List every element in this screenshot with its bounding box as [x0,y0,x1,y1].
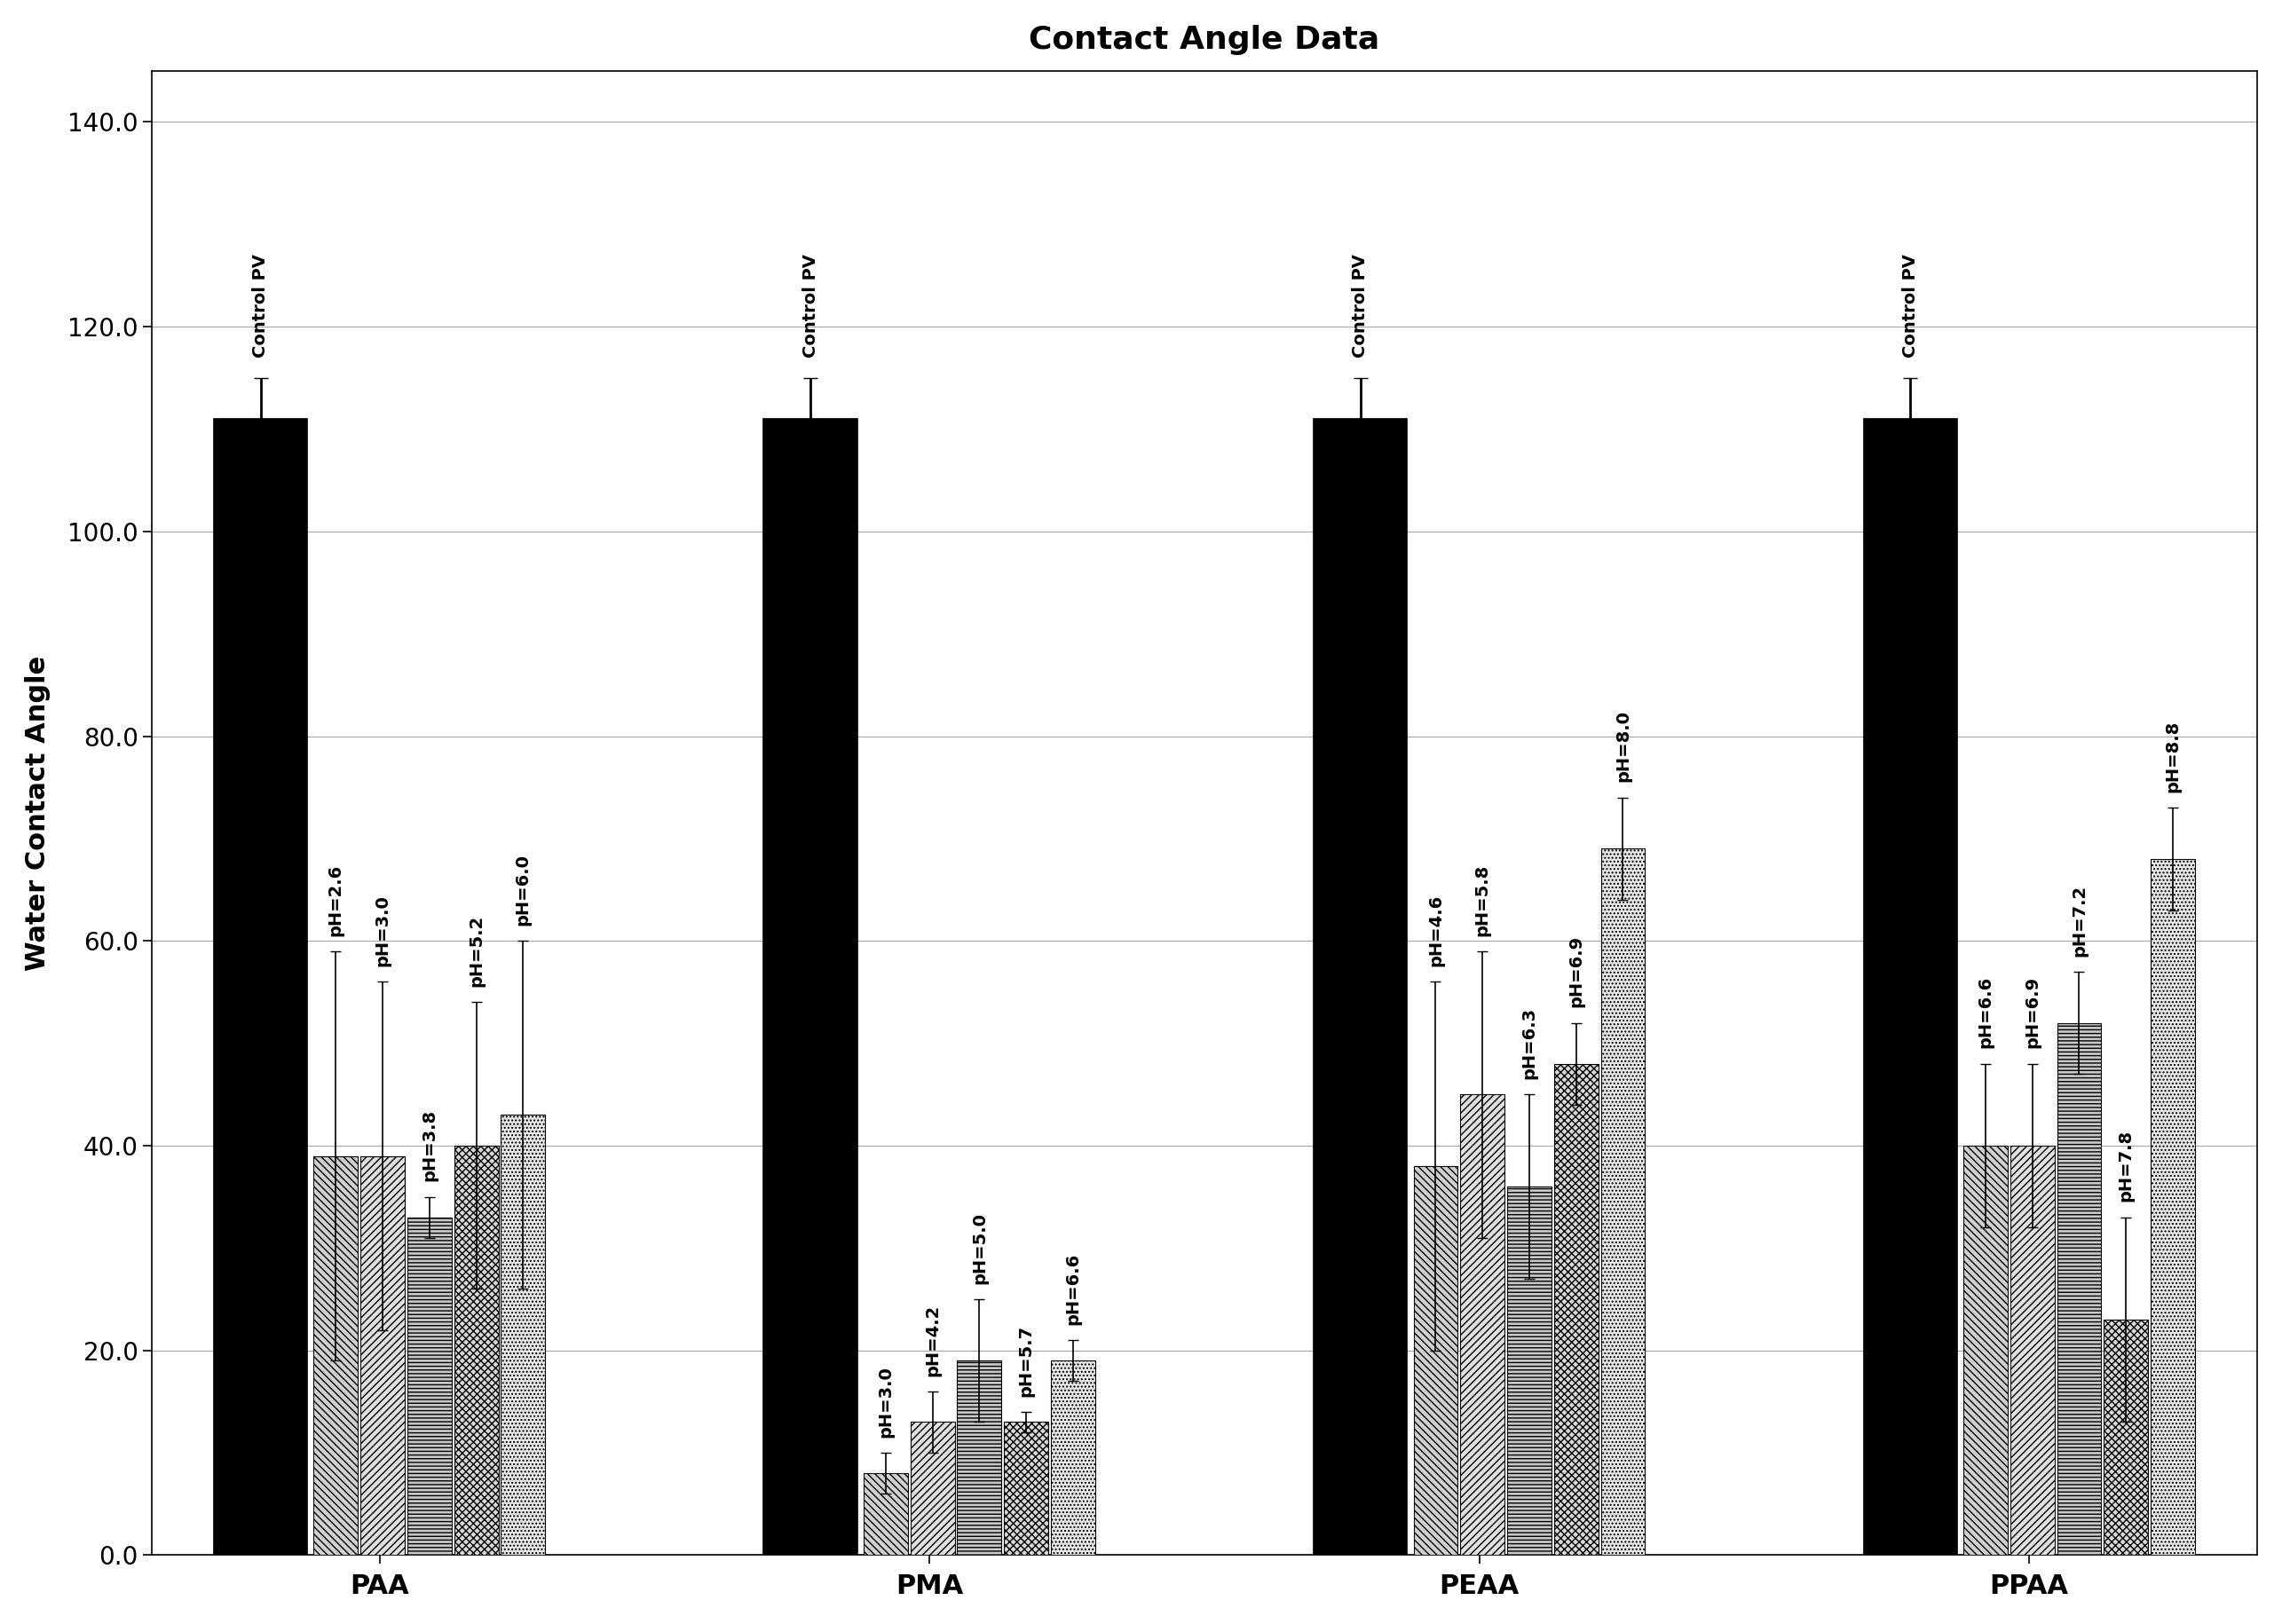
Text: pH=6.9: pH=6.9 [2024,976,2040,1049]
Bar [911,1423,954,1556]
Bar [408,1218,452,1556]
Text: pH=7.8: pH=7.8 [2118,1130,2134,1202]
Text: pH=5.0: pH=5.0 [970,1212,988,1285]
Text: pH=8.8: pH=8.8 [2163,721,2182,793]
Bar [361,1156,404,1556]
Bar [1963,1145,2008,1556]
Title: Contact Angle Data: Contact Angle Data [1029,24,1381,55]
Text: pH=6.0: pH=6.0 [516,854,532,926]
Text: pH=3.0: pH=3.0 [374,895,390,966]
Bar [2056,1023,2102,1556]
Bar [1864,419,1958,1556]
Bar [1314,419,1408,1556]
Bar [215,419,308,1556]
Bar [956,1361,1002,1556]
Bar [1413,1166,1458,1556]
Text: pH=5.2: pH=5.2 [468,914,484,987]
Bar [2104,1320,2147,1556]
Text: pH=6.6: pH=6.6 [1066,1252,1082,1325]
Text: pH=4.2: pH=4.2 [924,1304,940,1376]
Bar [1460,1095,1504,1556]
Text: pH=6.3: pH=6.3 [1520,1007,1538,1078]
Bar [454,1145,497,1556]
Text: pH=5.7: pH=5.7 [1018,1325,1034,1397]
Bar [1506,1187,1552,1556]
Bar [1600,849,1645,1556]
Text: Control PV: Control PV [1901,253,1919,357]
Bar [313,1156,358,1556]
Text: Control PV: Control PV [253,253,269,357]
Text: pH=6.6: pH=6.6 [1976,976,1994,1049]
Text: pH=6.9: pH=6.9 [1568,935,1584,1007]
Bar [1004,1423,1047,1556]
Bar [764,419,858,1556]
Text: pH=3.0: pH=3.0 [876,1366,895,1437]
Text: Control PV: Control PV [1351,253,1369,357]
Text: pH=2.6: pH=2.6 [326,864,345,935]
Bar [502,1116,545,1556]
Bar [2150,859,2195,1556]
Text: pH=4.6: pH=4.6 [1426,895,1445,966]
Text: pH=3.8: pH=3.8 [420,1109,438,1182]
Bar [2010,1145,2054,1556]
Text: pH=8.0: pH=8.0 [1613,710,1632,783]
Y-axis label: Water Contact Angle: Water Contact Angle [25,656,50,971]
Bar [1554,1064,1597,1556]
Text: pH=7.2: pH=7.2 [2070,885,2088,957]
Text: pH=5.8: pH=5.8 [1474,864,1490,935]
Text: Control PV: Control PV [801,253,819,357]
Bar [863,1473,908,1556]
Bar [1052,1361,1095,1556]
